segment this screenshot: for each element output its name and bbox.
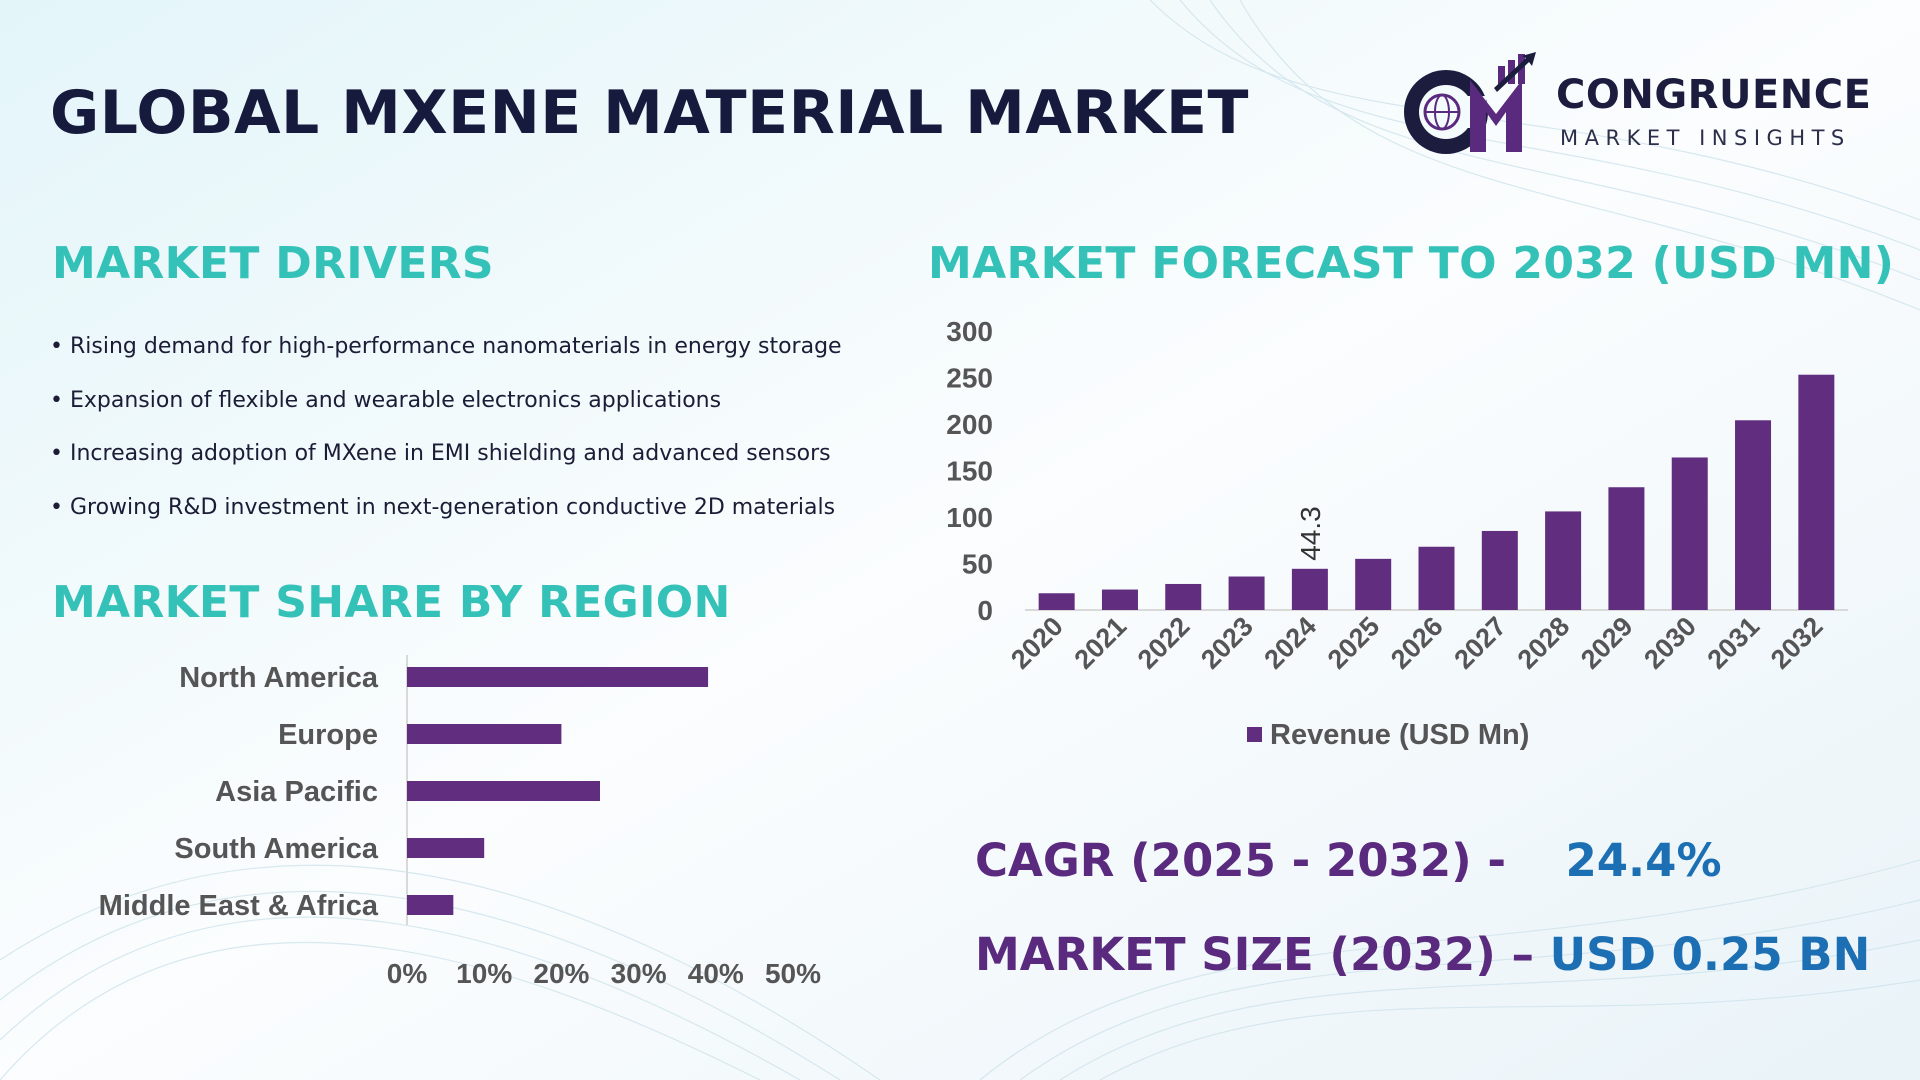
forecast-bar [1355,558,1392,610]
region-bar [407,838,485,858]
forecast-bar [1735,420,1772,610]
x-tick-label: 0% [387,958,428,989]
region-bar [407,667,709,687]
forecast-bar [1418,546,1455,610]
forecast-bar [1481,530,1518,610]
region-bar [407,895,454,915]
forecast-bar [1798,374,1835,610]
x-tick-label: 2024 [1258,611,1322,675]
x-tick-label: 2022 [1132,611,1196,675]
y-tick-label: 0 [977,595,993,626]
y-tick-label: 100 [946,502,993,533]
x-tick-label: 20% [533,958,589,989]
forecast-bar [1101,589,1138,610]
x-tick-label: 40% [688,958,744,989]
forecast-bar [1165,583,1202,610]
region-bar-chart: North America Europe Asia Pacific South Ame… [99,655,821,989]
region-heading: MARKET SHARE BY REGION [52,577,731,628]
brand-logo: CONGRUENCE MARKET INSIGHTS [1398,52,1873,162]
forecast-bar [1608,487,1645,610]
forecast-bar-chart: 300 250 200 150 100 50 0 2020 2021 2022 2023 2024 44… [946,316,1848,751]
page-title: GLOBAL MXENE MATERIAL MARKET [50,78,1249,148]
region-label: North America [179,662,379,694]
market-size-value: USD 0.25 BN [1549,928,1871,981]
forecast-bar [1228,576,1265,610]
forecast-heading: MARKET FORECAST TO 2032 (USD MN) [928,238,1895,289]
x-tick-label: 30% [611,958,667,989]
x-tick-label: 2029 [1575,611,1639,675]
y-tick-label: 250 [946,363,993,394]
y-tick-label: 200 [946,409,993,440]
x-tick-label: 2031 [1702,611,1766,675]
region-bar [407,724,562,744]
cagr-label: CAGR (2025 - 2032) - [975,834,1507,887]
driver-item: Rising demand for high-performance nanom… [50,330,842,384]
forecast-bar [1671,457,1708,610]
x-tick-label: 2032 [1765,611,1829,675]
x-tick-label: 2026 [1385,611,1449,675]
x-tick-label: 2021 [1069,611,1133,675]
forecast-bar [1038,593,1075,610]
driver-item: Growing R&D investment in next-generatio… [50,491,842,545]
market-size-stat: MARKET SIZE (2032) – USD 0.25 BN [975,928,1870,981]
x-tick-label: 2028 [1512,611,1576,675]
market-size-label: MARKET SIZE (2032) – [975,928,1534,981]
driver-item: Increasing adoption of MXene in EMI shie… [50,437,842,491]
logo-mark-icon [1404,52,1536,154]
driver-item: Expansion of flexible and wearable elect… [50,384,842,438]
legend-swatch [1247,727,1262,742]
region-label: Asia Pacific [215,776,378,808]
region-label: Middle East & Africa [99,890,379,922]
forecast-bar [1545,511,1582,610]
legend-label: Revenue (USD Mn) [1270,719,1529,751]
region-bar [407,781,600,801]
x-tick-label: 50% [765,958,821,989]
x-tick-label: 10% [456,958,512,989]
region-label: South America [174,833,378,865]
cagr-value: 24.4% [1565,834,1722,887]
data-label: 44.3 [1295,506,1326,561]
logo-name: CONGRUENCE [1556,72,1872,118]
x-tick-label: 2023 [1195,611,1259,675]
region-label: Europe [278,719,378,751]
cagr-stat: CAGR (2025 - 2032) - 24.4% [975,834,1722,887]
x-tick-label: 2020 [1005,611,1069,675]
y-tick-label: 300 [946,316,993,347]
forecast-bar [1291,568,1328,610]
drivers-heading: MARKET DRIVERS [52,238,494,289]
drivers-list: Rising demand for high-performance nanom… [50,330,842,544]
x-tick-label: 2030 [1638,611,1702,675]
x-tick-label: 2025 [1322,611,1386,675]
x-tick-label: 2027 [1448,611,1512,675]
y-tick-label: 50 [962,549,993,580]
y-tick-label: 150 [946,456,993,487]
logo-tagline: MARKET INSIGHTS [1560,126,1851,150]
